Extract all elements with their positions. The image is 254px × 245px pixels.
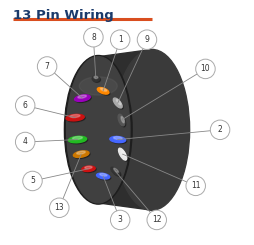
Ellipse shape [76,151,85,154]
Text: 5: 5 [30,176,35,185]
Text: 13: 13 [54,203,64,212]
Text: 4: 4 [23,137,27,147]
Circle shape [37,57,57,76]
Ellipse shape [92,76,99,81]
Text: 8: 8 [91,33,96,42]
Circle shape [137,30,156,49]
Ellipse shape [84,166,92,169]
Ellipse shape [109,136,125,143]
Ellipse shape [68,136,86,143]
Circle shape [83,27,103,47]
Ellipse shape [93,77,100,82]
Text: 7: 7 [44,62,49,71]
Circle shape [15,96,35,115]
Circle shape [49,198,69,218]
Circle shape [110,30,130,49]
Ellipse shape [110,137,126,144]
Ellipse shape [72,136,82,139]
Ellipse shape [82,166,95,172]
Ellipse shape [98,88,109,95]
Ellipse shape [83,167,96,172]
Ellipse shape [121,116,124,123]
Text: 3: 3 [117,215,122,224]
Text: 6: 6 [23,101,27,110]
Ellipse shape [118,148,126,160]
Text: 13 Pin Wiring: 13 Pin Wiring [13,9,113,22]
Ellipse shape [113,98,122,108]
Text: 10: 10 [200,64,210,74]
Ellipse shape [67,115,85,122]
Ellipse shape [114,49,189,210]
Circle shape [146,210,166,230]
Ellipse shape [77,95,86,98]
Ellipse shape [70,115,80,118]
Ellipse shape [66,57,130,203]
Ellipse shape [96,173,109,179]
Ellipse shape [74,95,90,101]
Circle shape [195,59,214,79]
Ellipse shape [114,99,123,109]
Ellipse shape [113,137,122,139]
Text: 12: 12 [151,215,161,224]
Ellipse shape [111,168,120,176]
Ellipse shape [73,151,89,158]
Circle shape [210,120,229,140]
Circle shape [185,176,205,196]
Ellipse shape [69,137,87,144]
Ellipse shape [119,115,125,127]
Text: 2: 2 [217,125,221,134]
Polygon shape [98,49,151,210]
Ellipse shape [93,76,98,79]
Ellipse shape [74,152,90,159]
Text: 11: 11 [190,181,200,190]
Ellipse shape [79,77,117,95]
Ellipse shape [97,87,108,94]
Circle shape [23,171,42,191]
Ellipse shape [121,150,125,157]
Ellipse shape [118,114,124,126]
Ellipse shape [99,173,107,176]
Ellipse shape [116,99,121,105]
Ellipse shape [119,149,127,161]
Ellipse shape [75,96,91,102]
Text: 1: 1 [117,35,122,44]
Text: 9: 9 [144,35,149,44]
Ellipse shape [64,56,132,204]
Circle shape [15,132,35,152]
Ellipse shape [113,168,118,172]
Circle shape [110,210,130,230]
Ellipse shape [66,114,84,121]
Ellipse shape [97,174,110,180]
Ellipse shape [100,88,106,91]
Ellipse shape [110,167,119,175]
